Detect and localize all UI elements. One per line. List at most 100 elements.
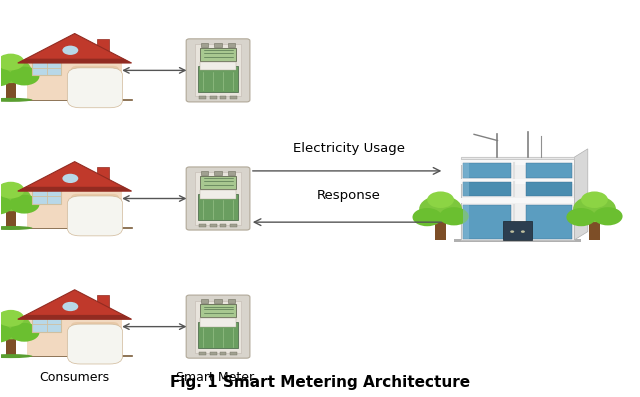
Text: Electricity Usage: Electricity Usage <box>292 142 404 155</box>
FancyBboxPatch shape <box>199 224 206 227</box>
FancyBboxPatch shape <box>214 299 222 303</box>
FancyBboxPatch shape <box>525 163 572 178</box>
Ellipse shape <box>0 98 33 102</box>
FancyBboxPatch shape <box>198 322 238 348</box>
FancyBboxPatch shape <box>461 160 575 166</box>
FancyBboxPatch shape <box>71 322 119 360</box>
FancyBboxPatch shape <box>463 182 511 197</box>
FancyBboxPatch shape <box>6 336 15 356</box>
FancyBboxPatch shape <box>200 318 236 327</box>
FancyBboxPatch shape <box>186 295 250 358</box>
FancyBboxPatch shape <box>454 239 581 242</box>
FancyBboxPatch shape <box>27 63 122 100</box>
FancyBboxPatch shape <box>201 43 209 47</box>
Circle shape <box>521 230 525 233</box>
FancyBboxPatch shape <box>199 96 206 99</box>
FancyBboxPatch shape <box>67 324 123 364</box>
FancyBboxPatch shape <box>230 96 237 99</box>
FancyBboxPatch shape <box>71 194 119 232</box>
Text: Consumers: Consumers <box>40 371 109 384</box>
FancyBboxPatch shape <box>186 167 250 230</box>
FancyBboxPatch shape <box>220 224 227 227</box>
FancyBboxPatch shape <box>195 44 241 96</box>
FancyBboxPatch shape <box>463 205 511 239</box>
Circle shape <box>593 207 623 225</box>
FancyBboxPatch shape <box>210 352 216 355</box>
FancyBboxPatch shape <box>210 224 216 227</box>
FancyBboxPatch shape <box>461 157 575 159</box>
FancyBboxPatch shape <box>463 163 511 178</box>
FancyBboxPatch shape <box>461 179 575 184</box>
FancyBboxPatch shape <box>200 48 236 61</box>
FancyBboxPatch shape <box>186 39 250 102</box>
Circle shape <box>0 310 24 327</box>
FancyBboxPatch shape <box>230 224 237 227</box>
FancyBboxPatch shape <box>200 176 236 189</box>
FancyBboxPatch shape <box>201 171 209 175</box>
FancyBboxPatch shape <box>33 60 61 75</box>
FancyBboxPatch shape <box>97 167 109 185</box>
FancyBboxPatch shape <box>525 182 572 197</box>
FancyBboxPatch shape <box>6 208 15 228</box>
Polygon shape <box>18 315 132 319</box>
Text: Fig. 1 Smart Metering Architecture: Fig. 1 Smart Metering Architecture <box>170 375 470 390</box>
FancyBboxPatch shape <box>230 352 237 355</box>
FancyBboxPatch shape <box>589 213 600 240</box>
Circle shape <box>0 182 24 198</box>
Polygon shape <box>18 187 132 191</box>
Circle shape <box>0 196 12 215</box>
Circle shape <box>9 67 40 85</box>
FancyBboxPatch shape <box>525 205 572 239</box>
FancyBboxPatch shape <box>33 316 61 331</box>
Circle shape <box>61 45 79 56</box>
Circle shape <box>581 191 608 208</box>
Polygon shape <box>18 33 132 63</box>
FancyBboxPatch shape <box>463 163 469 178</box>
Circle shape <box>510 230 514 233</box>
FancyBboxPatch shape <box>195 301 241 353</box>
Ellipse shape <box>0 226 33 230</box>
Polygon shape <box>18 162 132 191</box>
Circle shape <box>61 173 79 184</box>
FancyBboxPatch shape <box>195 172 241 225</box>
FancyBboxPatch shape <box>461 198 575 202</box>
FancyBboxPatch shape <box>220 352 227 355</box>
FancyBboxPatch shape <box>27 191 122 228</box>
FancyBboxPatch shape <box>220 96 227 99</box>
FancyBboxPatch shape <box>198 66 238 92</box>
Circle shape <box>439 207 468 225</box>
Polygon shape <box>575 149 588 240</box>
FancyBboxPatch shape <box>228 299 236 303</box>
FancyBboxPatch shape <box>228 171 236 175</box>
FancyBboxPatch shape <box>67 196 123 236</box>
FancyBboxPatch shape <box>463 182 469 197</box>
FancyBboxPatch shape <box>97 295 109 312</box>
FancyBboxPatch shape <box>6 80 15 100</box>
Circle shape <box>0 314 31 339</box>
Circle shape <box>566 208 596 226</box>
Text: Smart Meter: Smart Meter <box>176 371 254 384</box>
FancyBboxPatch shape <box>214 171 222 175</box>
Circle shape <box>428 191 454 208</box>
FancyBboxPatch shape <box>67 68 123 108</box>
FancyBboxPatch shape <box>461 157 575 160</box>
Polygon shape <box>18 59 132 63</box>
FancyBboxPatch shape <box>503 221 532 240</box>
FancyBboxPatch shape <box>200 190 236 198</box>
Circle shape <box>9 323 40 342</box>
Circle shape <box>419 196 462 222</box>
Polygon shape <box>18 290 132 319</box>
FancyBboxPatch shape <box>71 66 119 104</box>
Circle shape <box>61 301 79 312</box>
Circle shape <box>0 324 12 343</box>
FancyBboxPatch shape <box>199 352 206 355</box>
Circle shape <box>0 54 24 70</box>
Circle shape <box>9 195 40 214</box>
Circle shape <box>0 68 12 87</box>
FancyBboxPatch shape <box>435 213 446 240</box>
FancyBboxPatch shape <box>228 43 236 47</box>
Circle shape <box>0 58 31 83</box>
FancyBboxPatch shape <box>27 319 122 356</box>
Ellipse shape <box>0 354 33 358</box>
Circle shape <box>413 208 442 226</box>
